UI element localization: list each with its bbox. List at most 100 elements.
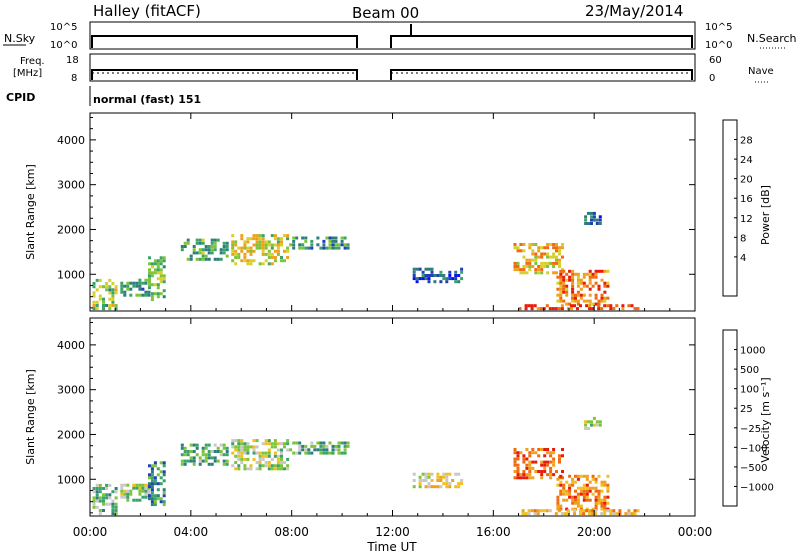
power-panel-cell xyxy=(527,304,531,308)
power-panel-cell xyxy=(301,236,305,240)
power-panel-cell xyxy=(120,281,124,285)
velocity-panel-cell xyxy=(132,498,136,502)
power-panel-cell xyxy=(334,243,338,247)
power-panel-cell xyxy=(595,218,599,222)
power-panel-cell xyxy=(555,246,558,250)
velocity-panel-cell xyxy=(615,512,619,516)
velocity-panel-cell xyxy=(162,494,166,498)
velocity-panel-cell xyxy=(280,464,283,468)
velocity-panel-cell xyxy=(240,448,244,452)
power-panel-cell xyxy=(264,259,268,263)
power-panel-cell xyxy=(621,304,625,308)
power-panel-cell xyxy=(283,259,286,263)
velocity-panel-cell xyxy=(310,451,314,455)
velocity-panel-cell xyxy=(582,486,586,490)
velocity-panel-cell xyxy=(579,486,583,490)
power-panel-cell xyxy=(530,307,534,311)
power-panel-cell xyxy=(516,265,520,268)
power-panel-cell xyxy=(207,257,211,261)
freq-panel: Freq. [MHz] 18 8 60 0 Nave xyxy=(13,53,774,84)
freq-tick-bottom: 8 xyxy=(71,73,77,84)
power-panel-cell xyxy=(234,240,238,244)
power-panel-ytick-label: 2000 xyxy=(57,223,85,236)
velocity-panel-cell xyxy=(264,439,268,443)
velocity-panel-cell xyxy=(148,497,151,501)
power-panel-cell xyxy=(436,274,440,277)
velocity-panel-cell xyxy=(204,459,208,463)
velocity-panel-cell xyxy=(433,485,437,489)
velocity-panel-cell xyxy=(559,507,563,511)
velocity-panel-cell xyxy=(246,448,250,452)
power-panel-cell xyxy=(552,252,556,256)
power-panel-colorbar-tick-label: 16 xyxy=(740,194,753,205)
velocity-panel-cell xyxy=(95,505,99,509)
velocity-panel-cell xyxy=(534,460,538,464)
power-panel-cell xyxy=(543,246,547,250)
power-panel-cell xyxy=(543,252,547,256)
velocity-panel-cell xyxy=(594,477,598,481)
velocity-panel-cell xyxy=(574,495,577,499)
velocity-panel-cell xyxy=(531,476,535,480)
power-panel-cell xyxy=(549,261,553,265)
velocity-panel-cell xyxy=(588,509,592,513)
power-panel-cell xyxy=(562,278,566,282)
velocity-panel-cell xyxy=(222,453,226,457)
velocity-panel-cell xyxy=(552,460,556,464)
velocity-colorbar: 1000 500 100 25 −25 −100 −500 −1000 xyxy=(722,329,774,507)
power-panel-feature-7 xyxy=(513,243,564,275)
velocity-panel-cell xyxy=(445,485,449,489)
power-panel-cell xyxy=(264,252,268,256)
velocity-panel-cell xyxy=(603,509,607,513)
velocity-panel-cell xyxy=(552,448,556,451)
velocity-panel-cell xyxy=(243,445,247,449)
power-panel-cell xyxy=(457,280,461,284)
velocity-panel-cell xyxy=(528,463,532,467)
power-panel-cell xyxy=(156,283,160,287)
power-panel-cell xyxy=(594,281,598,285)
power-panel-cell xyxy=(210,241,214,245)
power-panel-cell xyxy=(418,277,422,281)
velocity-panel-cell xyxy=(591,512,595,516)
power-panel-cell xyxy=(270,246,274,250)
velocity-panel-cell xyxy=(591,486,595,490)
velocity-panel-cell xyxy=(430,479,434,482)
velocity-panel-cell xyxy=(138,489,142,493)
power-panel-cell xyxy=(615,304,619,308)
velocity-panel-cell xyxy=(571,477,575,481)
power-panel-cell xyxy=(519,271,523,275)
velocity-panel-cell xyxy=(150,497,154,501)
velocity-panel-cell xyxy=(418,485,422,489)
power-panel-cell xyxy=(150,292,154,296)
velocity-panel-cell xyxy=(559,474,563,478)
power-panel-colorbar-tick-label: 28 xyxy=(740,136,753,147)
power-panel: 1000 2000 3000 4000 Slant Range [km] 28 24 20… xyxy=(24,112,772,312)
velocity-panel-cell xyxy=(243,467,247,471)
power-panel-cell xyxy=(556,281,560,285)
velocity-panel-cell xyxy=(195,453,199,457)
velocity-panel-cell xyxy=(156,488,160,492)
power-panel-cell xyxy=(298,243,302,247)
power-panel-cell xyxy=(331,246,335,250)
velocity-panel-cell xyxy=(582,492,586,496)
power-panel-cell xyxy=(552,271,556,275)
power-panel-cell xyxy=(543,265,547,268)
power-panel-cell xyxy=(597,269,601,273)
velocity-panel-cell xyxy=(138,498,142,502)
velocity-panel-cell xyxy=(600,483,604,487)
velocity-panel-cell xyxy=(273,451,277,455)
velocity-panel-cell xyxy=(92,496,96,500)
power-panel-cell xyxy=(219,251,223,255)
power-panel-cell xyxy=(597,284,601,288)
velocity-panel-cell xyxy=(600,507,604,511)
count-tick-top-left: 10^5 xyxy=(50,22,77,33)
power-panel-cell xyxy=(528,268,532,272)
velocity-panel-cell xyxy=(280,454,283,458)
power-panel-cell xyxy=(518,307,522,311)
power-panel-cell xyxy=(576,284,580,288)
velocity-panel-cell xyxy=(543,448,547,451)
power-panel-cell xyxy=(570,307,573,311)
power-panel-cell xyxy=(558,258,561,262)
power-panel-cell xyxy=(273,234,277,238)
power-panel-cell xyxy=(186,238,190,242)
power-panel-cell xyxy=(111,304,115,307)
